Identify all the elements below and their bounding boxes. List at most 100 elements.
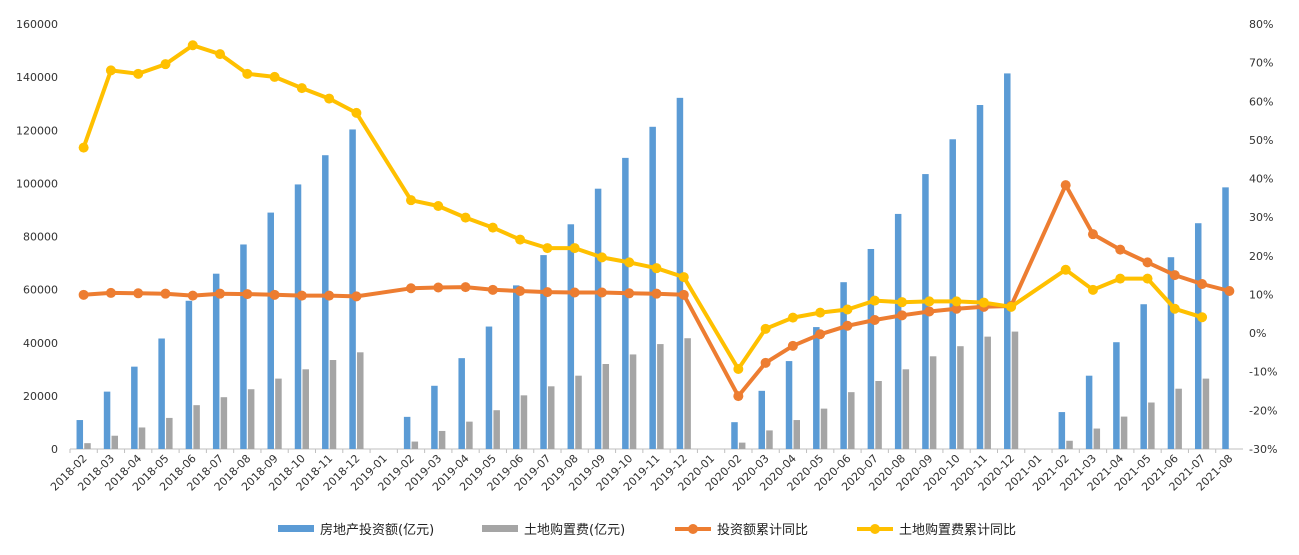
point-land-yoy [242, 68, 253, 79]
bar-investment [1085, 375, 1093, 449]
point-land-yoy [78, 142, 89, 153]
bar-investment [594, 188, 602, 449]
bar-land-purchase [820, 408, 828, 449]
point-investment-yoy [242, 289, 253, 300]
bar-investment [212, 273, 220, 449]
bar-land-purchase [302, 369, 309, 449]
bar-land-purchase [684, 338, 691, 449]
bar-land-purchase [1066, 440, 1073, 449]
bar-land-purchase [329, 360, 337, 449]
bar-investment [1140, 304, 1147, 449]
bar-investment [867, 248, 875, 449]
bar-land-purchase [957, 346, 964, 449]
bar-investment [322, 155, 329, 449]
point-investment-yoy [269, 289, 280, 300]
bar-investment [267, 212, 274, 449]
bar-land-purchase [193, 405, 200, 449]
bar-land-purchase [84, 443, 91, 449]
bar-investment [976, 105, 984, 449]
point-land-yoy [515, 234, 526, 245]
bar-land-purchase [1148, 402, 1155, 449]
bar-land-purchase [138, 427, 146, 449]
point-land-yoy [842, 304, 853, 315]
point-investment-yoy [542, 287, 553, 298]
bar-land-purchase [848, 392, 855, 449]
bar-investment [1222, 187, 1229, 449]
point-land-yoy [596, 252, 607, 263]
bar-land-purchase [1120, 416, 1128, 449]
bar-investment [131, 366, 138, 449]
y-right-tick-label: -10% [1249, 366, 1277, 379]
y-right-tick-label: 0% [1249, 327, 1266, 340]
bar-land-purchase [602, 364, 610, 449]
bar-land-purchase [657, 344, 664, 449]
y-right-tick-label: 50% [1249, 134, 1273, 147]
legend-label: 投资额累计同比 [717, 522, 808, 538]
point-land-yoy [160, 59, 171, 70]
bar-land-purchase [438, 430, 446, 449]
point-land-yoy [869, 295, 880, 306]
bar-investment [894, 213, 902, 449]
point-investment-yoy [1169, 270, 1180, 281]
legend-swatch-marker [688, 524, 698, 534]
legend-swatch [278, 525, 314, 532]
point-investment-yoy [296, 290, 307, 301]
point-investment-yoy [760, 357, 771, 368]
point-investment-yoy [351, 291, 362, 302]
bar-investment [76, 420, 84, 449]
point-land-yoy [215, 49, 226, 60]
point-land-yoy [542, 243, 553, 254]
y-left-tick-label: 160000 [16, 18, 58, 31]
point-land-yoy [1115, 273, 1126, 284]
bar-investment [840, 282, 847, 449]
point-land-yoy [1087, 284, 1098, 295]
point-investment-yoy [815, 329, 826, 340]
legend-swatch [482, 525, 518, 532]
point-investment-yoy [1060, 180, 1071, 191]
point-investment-yoy [897, 310, 908, 321]
bar-investment [949, 139, 956, 449]
point-investment-yoy [787, 340, 798, 351]
bar-land-purchase [357, 352, 364, 449]
bar-land-purchase [902, 369, 910, 449]
bar-investment [540, 255, 547, 449]
point-land-yoy [405, 195, 416, 206]
point-investment-yoy [569, 287, 580, 298]
point-land-yoy [624, 257, 635, 268]
y-right-tick-label: 40% [1249, 173, 1273, 186]
bar-land-purchase [875, 381, 882, 449]
bar-investment [785, 361, 793, 449]
y-right-tick-label: 20% [1249, 250, 1273, 263]
bar-investment [240, 244, 247, 449]
y-left-tick-label: 120000 [16, 124, 58, 137]
y-right-tick-label: 10% [1249, 288, 1273, 301]
point-investment-yoy [1142, 257, 1153, 268]
bar-land-purchase [111, 435, 119, 449]
point-investment-yoy [133, 288, 144, 299]
point-land-yoy [487, 222, 498, 233]
bar-investment [676, 97, 684, 449]
point-land-yoy [678, 272, 689, 283]
bar-land-purchase [1175, 388, 1182, 449]
point-investment-yoy [651, 288, 662, 299]
point-investment-yoy [1197, 279, 1208, 290]
point-land-yoy [897, 297, 908, 308]
bar-investment [567, 224, 575, 449]
point-land-yoy [187, 40, 198, 51]
point-land-yoy [815, 307, 826, 318]
bar-investment [431, 385, 438, 449]
bar-land-purchase [166, 417, 173, 449]
bar-land-purchase [275, 378, 282, 449]
line-layer [78, 40, 1235, 402]
y-left-tick-label: 40000 [23, 337, 58, 350]
bar-investment [622, 157, 629, 449]
bar-land-purchase [793, 420, 800, 449]
bar-investment [1004, 73, 1011, 449]
point-investment-yoy [105, 287, 116, 298]
point-investment-yoy [1115, 244, 1126, 255]
point-land-yoy [1169, 303, 1180, 314]
bar-investment [1113, 342, 1120, 449]
bar-land-purchase [929, 356, 937, 449]
point-land-yoy [733, 364, 744, 375]
